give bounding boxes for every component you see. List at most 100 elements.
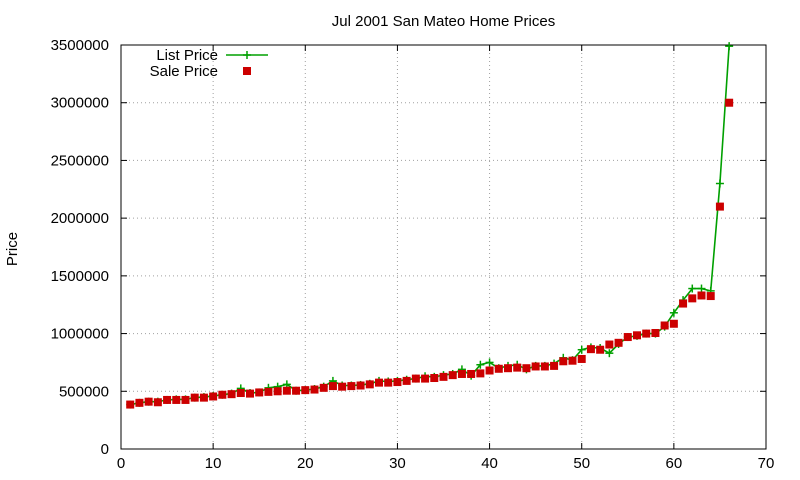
sale-price-point bbox=[531, 362, 540, 371]
sale-price-point bbox=[679, 299, 688, 308]
sale-price-point bbox=[614, 338, 623, 347]
sale-price-point bbox=[375, 378, 383, 387]
list-price-point bbox=[605, 349, 614, 358]
sale-price-point bbox=[365, 380, 374, 389]
sale-price-point bbox=[126, 400, 135, 409]
x-axis: 0 10 20 30 40 50 60 70 bbox=[117, 45, 775, 472]
list-price-point bbox=[715, 179, 724, 188]
y-tick-label: 3500000 bbox=[51, 37, 109, 54]
sale-price-point bbox=[623, 333, 632, 342]
sale-price-series bbox=[126, 98, 734, 409]
sale-price-point bbox=[504, 364, 512, 373]
x-tick-label: 60 bbox=[666, 455, 683, 472]
chart-title: Jul 2001 San Mateo Home Prices bbox=[332, 13, 555, 30]
sale-price-point bbox=[669, 319, 678, 328]
sale-price-point bbox=[310, 385, 319, 394]
y-tick-label: 1000000 bbox=[51, 326, 109, 343]
sale-price-point bbox=[218, 390, 227, 399]
y-axis: 0 500000 1000000 1500000 2000000 2500000 30000… bbox=[51, 37, 766, 458]
list-price-series bbox=[126, 42, 734, 409]
sale-price-point bbox=[172, 395, 181, 404]
sale-price-point bbox=[356, 381, 365, 390]
sale-price-point bbox=[633, 331, 641, 340]
grid-lines bbox=[121, 45, 766, 449]
sale-price-point bbox=[476, 369, 485, 378]
sale-price-point bbox=[190, 393, 199, 402]
sale-price-point bbox=[264, 387, 273, 396]
sale-price-point bbox=[586, 345, 595, 354]
sale-price-point bbox=[577, 354, 586, 363]
x-tick-label: 0 bbox=[117, 455, 125, 472]
sale-price-point bbox=[144, 397, 153, 406]
sale-price-point bbox=[135, 398, 144, 407]
sale-price-point bbox=[347, 382, 356, 391]
legend-label: Sale Price bbox=[150, 63, 218, 80]
sale-price-point bbox=[439, 372, 448, 381]
sale-price-point bbox=[411, 374, 420, 383]
sale-price-point bbox=[448, 371, 457, 380]
sale-price-point bbox=[273, 387, 282, 396]
sale-price-point bbox=[457, 369, 466, 378]
sale-price-point bbox=[402, 376, 411, 385]
x-tick-label: 50 bbox=[573, 455, 590, 472]
sale-price-point bbox=[605, 340, 614, 349]
sale-price-point bbox=[384, 378, 393, 387]
sale-price-point bbox=[540, 362, 549, 371]
sale-price-point bbox=[697, 291, 706, 300]
list-price-point bbox=[688, 284, 697, 293]
legend-sale-price-marker bbox=[243, 67, 251, 75]
x-tick-label: 40 bbox=[481, 455, 498, 472]
sale-price-point bbox=[181, 395, 190, 404]
sale-price-point bbox=[328, 382, 337, 391]
sale-price-point bbox=[393, 378, 402, 387]
sale-price-point bbox=[660, 321, 669, 330]
y-tick-label: 3000000 bbox=[51, 95, 109, 112]
sale-price-point bbox=[421, 374, 430, 383]
sale-price-point bbox=[522, 364, 531, 373]
sale-price-point bbox=[651, 328, 660, 337]
sale-price-point bbox=[494, 364, 503, 373]
sale-price-point bbox=[163, 395, 172, 404]
sale-price-point bbox=[236, 389, 245, 398]
list-price-point bbox=[485, 358, 494, 367]
sale-price-point bbox=[568, 356, 577, 365]
sale-price-point bbox=[227, 390, 236, 399]
sale-price-point bbox=[153, 398, 162, 407]
series-layer bbox=[126, 42, 734, 409]
sale-price-point bbox=[199, 393, 208, 402]
sale-price-point bbox=[706, 292, 715, 301]
y-tick-label: 500000 bbox=[59, 383, 109, 400]
sale-price-point bbox=[292, 386, 301, 395]
plot-frame bbox=[120, 44, 767, 450]
sale-price-point bbox=[255, 388, 264, 397]
y-axis-title: Price bbox=[4, 232, 21, 266]
y-tick-label: 2000000 bbox=[51, 210, 109, 227]
sale-price-point bbox=[715, 202, 724, 211]
sale-price-point bbox=[301, 386, 310, 395]
sale-price-point bbox=[550, 361, 559, 370]
list-price-point bbox=[697, 284, 706, 293]
sale-price-point bbox=[319, 383, 328, 392]
sale-price-point bbox=[485, 366, 494, 375]
y-tick-label: 0 bbox=[101, 441, 109, 458]
y-tick-label: 2500000 bbox=[51, 152, 109, 169]
list-price-point bbox=[725, 42, 734, 51]
sale-price-point bbox=[282, 386, 291, 395]
x-tick-label: 70 bbox=[758, 455, 775, 472]
x-tick-label: 20 bbox=[297, 455, 314, 472]
sale-price-point bbox=[596, 345, 605, 354]
sale-price-point bbox=[688, 294, 697, 303]
sale-price-point bbox=[513, 363, 522, 372]
list-price-point bbox=[577, 345, 586, 354]
sale-price-point bbox=[338, 382, 347, 391]
list-price-point bbox=[476, 360, 485, 369]
sale-price-point bbox=[246, 389, 254, 398]
legend-label: List Price bbox=[156, 47, 218, 64]
sale-price-point bbox=[430, 374, 439, 383]
sale-price-point bbox=[559, 357, 568, 366]
legend-list-price-marker bbox=[243, 51, 251, 59]
sale-price-point bbox=[467, 369, 476, 378]
sale-price-point bbox=[725, 98, 734, 107]
